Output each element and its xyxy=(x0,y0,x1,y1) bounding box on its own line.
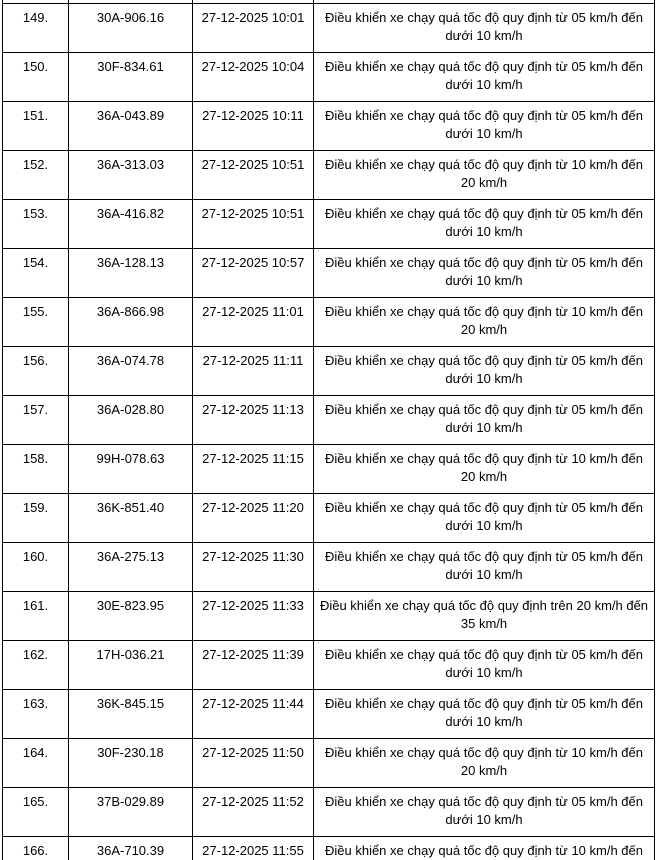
datetime-cell: 27-12-2025 11:55 xyxy=(192,836,314,860)
row-number-cell: 158. xyxy=(2,444,69,494)
row-number-cell: 166. xyxy=(2,836,69,860)
datetime-cell: 27-12-2025 11:11 xyxy=(192,346,314,396)
row-number-cell: 164. xyxy=(2,738,69,788)
datetime-cell: 27-12-2025 11:39 xyxy=(192,640,314,690)
datetime-cell: 27-12-2025 10:51 xyxy=(192,199,314,249)
datetime-cell: 27-12-2025 11:01 xyxy=(192,297,314,347)
datetime-cell: 27-12-2025 11:52 xyxy=(192,787,314,837)
license-plate-cell: 30E-823.95 xyxy=(68,591,193,641)
violation-description-cell: Điều khiển xe chạy quá tốc độ quy định t… xyxy=(313,3,655,53)
violation-description-cell: Điều khiển xe chạy quá tốc độ quy định t… xyxy=(313,346,655,396)
violation-row: 150. 30F-834.61 27-12-2025 10:04 Điều kh… xyxy=(2,52,655,102)
row-number-cell: 160. xyxy=(2,542,69,592)
violation-row: 161. 30E-823.95 27-12-2025 11:33 Điều kh… xyxy=(2,591,655,641)
license-plate-cell: 36A-313.03 xyxy=(68,150,193,200)
violation-description-cell: Điều khiển xe chạy quá tốc độ quy định t… xyxy=(313,395,655,445)
datetime-cell: 27-12-2025 11:50 xyxy=(192,738,314,788)
row-number-cell: 154. xyxy=(2,248,69,298)
violation-description-cell: Điều khiển xe chạy quá tốc độ quy định t… xyxy=(313,640,655,690)
violation-row: 158. 99H-078.63 27-12-2025 11:15 Điều kh… xyxy=(2,444,655,494)
violation-description-cell: Điều khiển xe chạy quá tốc độ quy định t… xyxy=(313,689,655,739)
license-plate-cell: 37B-029.89 xyxy=(68,787,193,837)
datetime-cell: 27-12-2025 10:57 xyxy=(192,248,314,298)
datetime-cell: 27-12-2025 11:30 xyxy=(192,542,314,592)
row-number-cell: 150. xyxy=(2,52,69,102)
license-plate-cell: 36A-416.82 xyxy=(68,199,193,249)
license-plate-cell: 17H-036.21 xyxy=(68,640,193,690)
license-plate-cell: 30A-906.16 xyxy=(68,3,193,53)
violation-description-cell: Điều khiển xe chạy quá tốc độ quy định t… xyxy=(313,542,655,592)
row-number-cell: 161. xyxy=(2,591,69,641)
row-number-cell: 149. xyxy=(2,3,69,53)
violation-description-cell: Điều khiển xe chạy quá tốc độ quy định t… xyxy=(313,493,655,543)
row-number-cell: 163. xyxy=(2,689,69,739)
license-plate-cell: 36A-866.98 xyxy=(68,297,193,347)
row-number-cell: 159. xyxy=(2,493,69,543)
datetime-cell: 27-12-2025 11:44 xyxy=(192,689,314,739)
license-plate-cell: 30F-230.18 xyxy=(68,738,193,788)
datetime-cell: 27-12-2025 11:20 xyxy=(192,493,314,543)
license-plate-cell: 36A-128.13 xyxy=(68,248,193,298)
datetime-cell: 27-12-2025 10:01 xyxy=(192,3,314,53)
violation-row: 154. 36A-128.13 27-12-2025 10:57 Điều kh… xyxy=(2,248,655,298)
datetime-cell: 27-12-2025 10:51 xyxy=(192,150,314,200)
violation-description-cell: Điều khiển xe chạy quá tốc độ quy định t… xyxy=(313,150,655,200)
violation-row: 149. 30A-906.16 27-12-2025 10:01 Điều kh… xyxy=(2,3,655,53)
violation-description-cell: Điều khiển xe chạy quá tốc độ quy định t… xyxy=(313,738,655,788)
violation-row: 157. 36A-028.80 27-12-2025 11:13 Điều kh… xyxy=(2,395,655,445)
violation-row: 162. 17H-036.21 27-12-2025 11:39 Điều kh… xyxy=(2,640,655,690)
license-plate-cell: 30F-834.61 xyxy=(68,52,193,102)
license-plate-cell: 36K-845.15 xyxy=(68,689,193,739)
violation-row: 159. 36K-851.40 27-12-2025 11:20 Điều kh… xyxy=(2,493,655,543)
license-plate-cell: 36A-710.39 xyxy=(68,836,193,860)
violation-row: 151. 36A-043.89 27-12-2025 10:11 Điều kh… xyxy=(2,101,655,151)
license-plate-cell: 36A-074.78 xyxy=(68,346,193,396)
datetime-cell: 27-12-2025 10:04 xyxy=(192,52,314,102)
violation-description-cell: Điều khiển xe chạy quá tốc độ quy định t… xyxy=(313,101,655,151)
license-plate-cell: 36A-275.13 xyxy=(68,542,193,592)
row-number-cell: 151. xyxy=(2,101,69,151)
violation-description-cell: Điều khiển xe chạy quá tốc độ quy định t… xyxy=(313,199,655,249)
violation-description-cell: Điều khiển xe chạy quá tốc độ quy định t… xyxy=(313,836,655,860)
violation-row: 164. 30F-230.18 27-12-2025 11:50 Điều kh… xyxy=(2,738,655,788)
violation-description-cell: Điều khiển xe chạy quá tốc độ quy định t… xyxy=(313,297,655,347)
violation-description-cell: Điều khiển xe chạy quá tốc độ quy định t… xyxy=(313,591,655,641)
violation-row: 155. 36A-866.98 27-12-2025 11:01 Điều kh… xyxy=(2,297,655,347)
violation-description-cell: Điều khiển xe chạy quá tốc độ quy định t… xyxy=(313,444,655,494)
row-number-cell: 165. xyxy=(2,787,69,837)
row-number-cell: 153. xyxy=(2,199,69,249)
violation-row: 163. 36K-845.15 27-12-2025 11:44 Điều kh… xyxy=(2,689,655,739)
violation-row: 153. 36A-416.82 27-12-2025 10:51 Điều kh… xyxy=(2,199,655,249)
row-number-cell: 157. xyxy=(2,395,69,445)
violation-row: 160. 36A-275.13 27-12-2025 11:30 Điều kh… xyxy=(2,542,655,592)
datetime-cell: 27-12-2025 10:11 xyxy=(192,101,314,151)
license-plate-cell: 36K-851.40 xyxy=(68,493,193,543)
datetime-cell: 27-12-2025 11:15 xyxy=(192,444,314,494)
violation-description-cell: Điều khiển xe chạy quá tốc độ quy định t… xyxy=(313,52,655,102)
violation-row: 166. 36A-710.39 27-12-2025 11:55 Điều kh… xyxy=(2,836,655,860)
row-number-cell: 162. xyxy=(2,640,69,690)
datetime-cell: 27-12-2025 11:13 xyxy=(192,395,314,445)
violation-row: 152. 36A-313.03 27-12-2025 10:51 Điều kh… xyxy=(2,150,655,200)
license-plate-cell: 36A-028.80 xyxy=(68,395,193,445)
row-number-cell: 155. xyxy=(2,297,69,347)
violation-row: 156. 36A-074.78 27-12-2025 11:11 Điều kh… xyxy=(2,346,655,396)
row-number-cell: 156. xyxy=(2,346,69,396)
row-number-cell: 152. xyxy=(2,150,69,200)
violation-row: 165. 37B-029.89 27-12-2025 11:52 Điều kh… xyxy=(2,787,655,837)
violation-description-cell: Điều khiển xe chạy quá tốc độ quy định t… xyxy=(313,248,655,298)
license-plate-cell: 99H-078.63 xyxy=(68,444,193,494)
violation-description-cell: Điều khiển xe chạy quá tốc độ quy định t… xyxy=(313,787,655,837)
license-plate-cell: 36A-043.89 xyxy=(68,101,193,151)
datetime-cell: 27-12-2025 11:33 xyxy=(192,591,314,641)
